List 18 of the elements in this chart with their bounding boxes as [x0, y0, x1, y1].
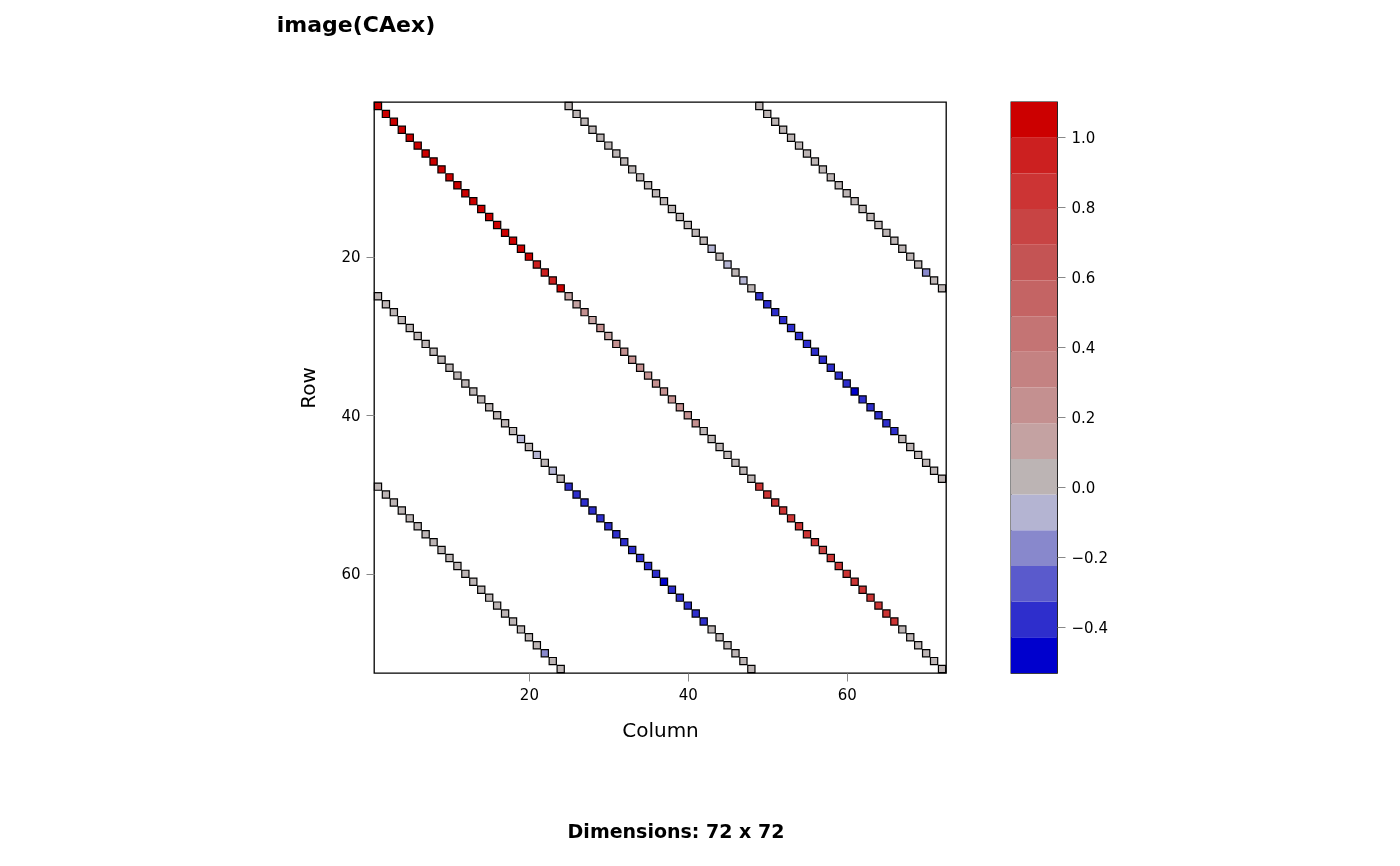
x-tick-label: 40 [678, 685, 698, 704]
color-bar-label: 0.4 [1071, 338, 1096, 357]
text: Dimensions: 72 x 72 [566, 820, 786, 842]
y-tick-label: 60 [341, 565, 361, 584]
color-bar-label: −0.4 [1071, 618, 1108, 637]
y-axis-title: Row [296, 367, 321, 409]
x-axis-title: Column [622, 717, 699, 742]
color-bar-label: 0.2 [1071, 408, 1096, 427]
color-bar-label: 0.8 [1071, 198, 1096, 217]
x-tick-label: 60 [837, 685, 857, 704]
color-bar-label: 1.0 [1071, 128, 1096, 147]
chart-title: image(CAex) [276, 12, 436, 38]
y-tick-label: 20 [341, 248, 361, 267]
color-bar-label: 0.0 [1071, 478, 1096, 497]
color-bar-label: 0.6 [1071, 268, 1096, 287]
y-tick-label: 40 [341, 406, 361, 425]
color-bar-label: −0.2 [1071, 548, 1108, 567]
x-tick-label: 20 [519, 685, 539, 704]
